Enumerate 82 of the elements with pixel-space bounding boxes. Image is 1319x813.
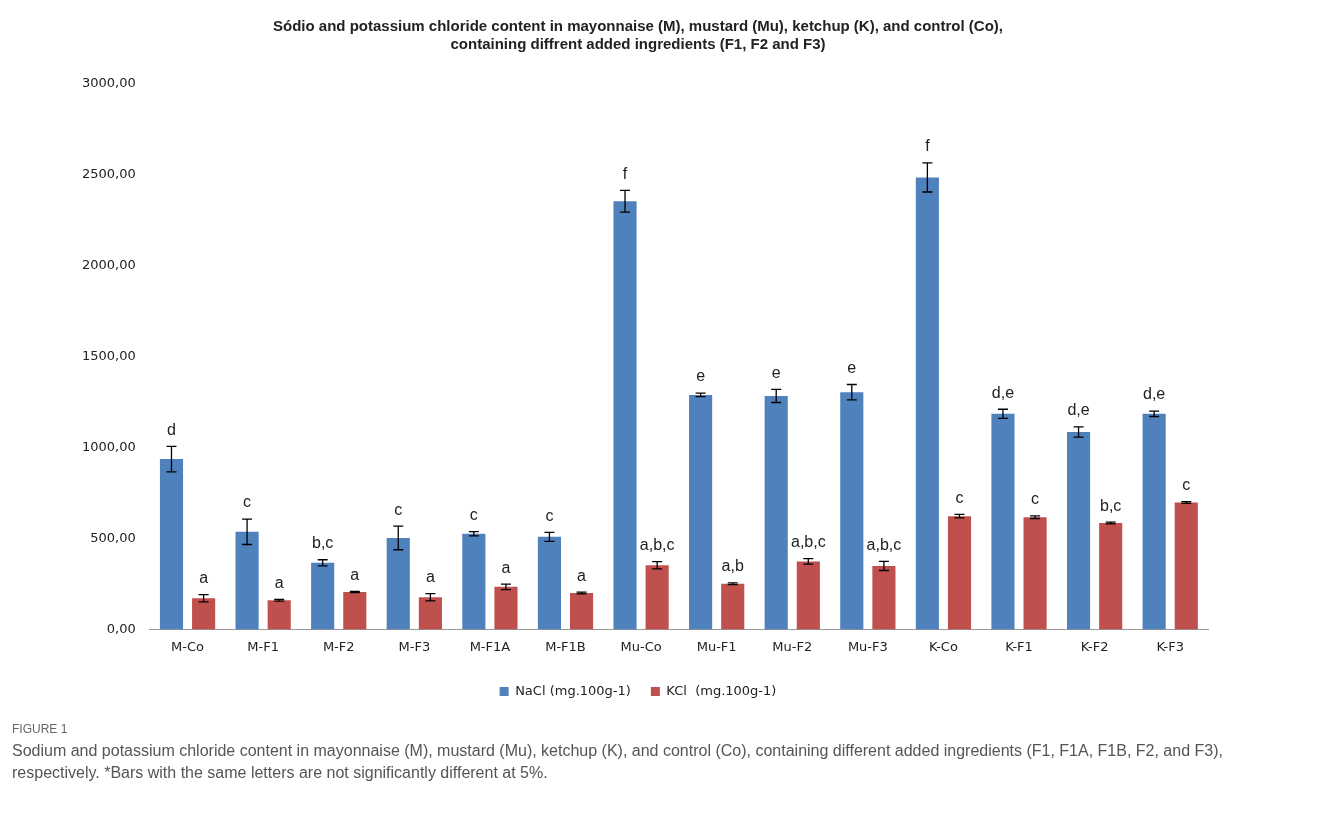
bar — [796, 561, 820, 630]
bar — [1023, 517, 1047, 630]
data-label: e — [847, 358, 857, 376]
x-tick-label: M-Co — [171, 638, 205, 654]
data-label: e — [696, 367, 706, 385]
data-label: a — [199, 569, 209, 587]
legend-label: NaCl (mg.100g-1) — [515, 682, 631, 698]
y-tick-label: 1500,00 — [81, 348, 136, 364]
legend-label: KCl (mg.100g-1) — [666, 682, 777, 698]
x-tick-label: K-F2 — [1080, 638, 1109, 654]
data-label: f — [925, 137, 931, 155]
data-label: a — [425, 567, 435, 585]
bar — [840, 392, 864, 630]
bar — [569, 593, 594, 630]
x-tick-label: M-F2 — [322, 638, 355, 654]
bar — [537, 536, 561, 630]
x-tick-label: Mu-F1 — [696, 638, 737, 654]
bar — [947, 516, 972, 630]
caption: FIGURE 1 — [12, 722, 69, 736]
bar — [1142, 413, 1166, 630]
x-tick-label: M-F1A — [469, 638, 511, 654]
data-label: a,b — [721, 557, 744, 575]
data-label: c — [469, 506, 478, 523]
data-label: f — [622, 164, 628, 182]
data-label: c — [955, 488, 964, 506]
data-label: d,e — [1143, 385, 1166, 403]
bar — [1099, 523, 1123, 630]
data-label: b,c — [1100, 496, 1122, 514]
data-label: d — [167, 420, 176, 438]
x-tick-label: K-Co — [928, 638, 958, 654]
y-tick-label: 3000,00 — [81, 75, 136, 91]
x-tick-label: M-F1B — [545, 638, 586, 654]
data-label: a — [501, 558, 511, 576]
x-tick-label: M-F3 — [398, 638, 431, 654]
y-tick-label: 2500,00 — [81, 166, 136, 182]
data-label: a — [350, 565, 360, 583]
data-label: c — [1031, 490, 1040, 508]
bar — [418, 597, 442, 630]
data-label: c — [243, 493, 252, 511]
data-label: a — [577, 566, 587, 584]
y-tick-label: 1000,00 — [81, 438, 136, 454]
bar — [915, 177, 939, 630]
data-label: a — [274, 573, 284, 591]
bar — [267, 600, 291, 630]
bar — [613, 201, 637, 630]
bar — [1066, 431, 1091, 630]
chart-title: Sódio and potassium chloride content in mayonnaise (M), mustard (Mu), ketchup (K), and control (Co), containing diffrent added ingredients (F1, F2 and F3) — [272, 17, 1004, 53]
bar — [494, 586, 518, 630]
x-tick-label: Mu-F3 — [847, 638, 888, 654]
data-label: c — [545, 506, 554, 524]
data-label: e — [771, 363, 781, 381]
y-tick-label: 0,00 — [106, 620, 136, 636]
bar — [311, 562, 335, 630]
y-tick-label: 500,00 — [90, 529, 136, 545]
data-label: a,b,c — [639, 535, 675, 553]
x-tick-label: K-F3 — [1156, 638, 1185, 654]
data-label: b,c — [312, 534, 334, 552]
bar — [192, 598, 216, 630]
bar — [872, 565, 896, 630]
x-tick-label: M-F1 — [247, 638, 279, 654]
data-label: d,e — [1067, 401, 1090, 419]
bar — [764, 395, 788, 630]
bar — [991, 413, 1015, 630]
bar — [386, 537, 410, 630]
bar — [689, 394, 713, 630]
x-tick-label: K-F1 — [1005, 638, 1033, 654]
bar — [343, 591, 367, 630]
bar — [159, 459, 184, 630]
data-label: a,b,c — [866, 535, 902, 553]
data-label: a,b,c — [790, 533, 826, 551]
y-tick-label: 2000,00 — [81, 257, 136, 273]
data-label: c — [394, 500, 403, 518]
bar — [235, 531, 259, 630]
x-tick-label: Mu-Co — [620, 638, 662, 654]
text: Sodium and potassium chloride content in mayonnaise (M), mustard (Mu), ketchup (K), and control (Co), containing different added ingredients (F1, F1A, F1B, F2, and F3), respectively. *Bars with the same letters are not significantly different at 5%. — [12, 741, 1224, 783]
bar — [1174, 502, 1198, 630]
data-label: d,e — [991, 383, 1015, 401]
bar — [645, 565, 669, 630]
x-tick-label: Mu-F2 — [772, 638, 813, 654]
bar — [462, 533, 486, 630]
bar — [721, 583, 745, 630]
data-label: c — [1182, 476, 1191, 493]
